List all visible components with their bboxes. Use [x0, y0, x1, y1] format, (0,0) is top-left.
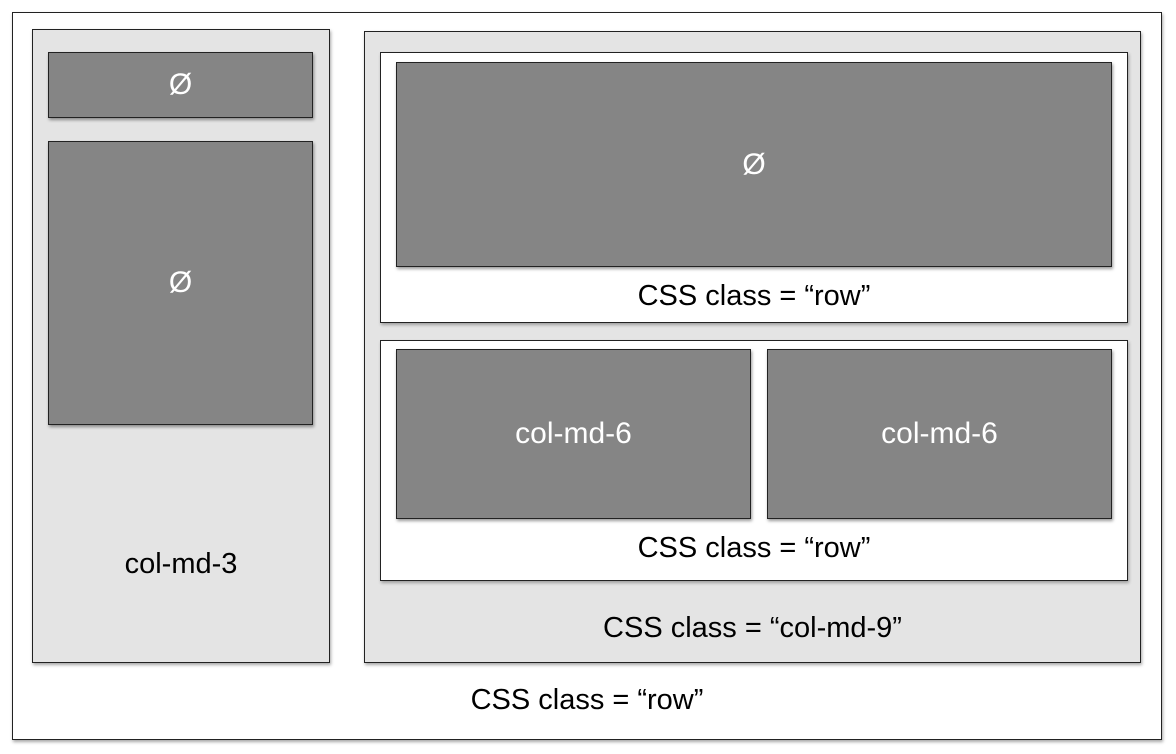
empty-set-symbol: Ø — [168, 266, 193, 299]
col-md-6-left-box: col-md-6 — [396, 349, 751, 519]
outer-row-label: CSS class = “row” — [470, 684, 704, 716]
col-md-6-right-label: col-md-6 — [881, 417, 998, 450]
col-md-6-left-label: col-md-6 — [515, 417, 632, 450]
left-column-label: col-md-3 — [124, 548, 238, 580]
right-bottom-row-label: CSS class = “row” — [637, 532, 871, 564]
left-top-empty-box: Ø — [48, 52, 313, 118]
left-large-empty-box: Ø — [48, 141, 313, 425]
right-top-row-label: CSS class = “row” — [637, 280, 871, 312]
right-top-empty-box: Ø — [396, 62, 1112, 267]
right-column-label: CSS class = “col-md-9” — [603, 612, 902, 644]
empty-set-symbol: Ø — [168, 68, 193, 101]
empty-set-symbol: Ø — [742, 147, 766, 181]
col-md-6-right-box: col-md-6 — [767, 349, 1112, 519]
